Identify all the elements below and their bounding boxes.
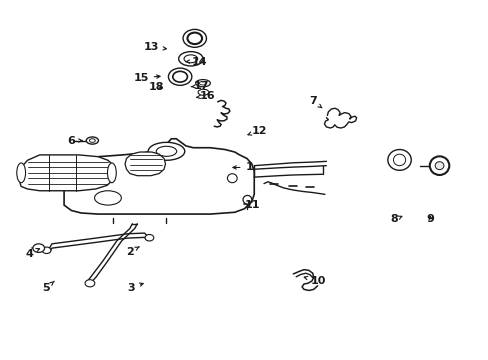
- Text: 15: 15: [133, 73, 160, 83]
- Ellipse shape: [227, 174, 237, 183]
- Text: 3: 3: [127, 283, 143, 293]
- Text: 17: 17: [191, 81, 209, 91]
- Text: 5: 5: [41, 281, 54, 293]
- Ellipse shape: [156, 146, 176, 156]
- Ellipse shape: [434, 162, 443, 170]
- Polygon shape: [19, 155, 115, 191]
- Ellipse shape: [172, 71, 187, 82]
- Text: 8: 8: [390, 215, 401, 224]
- Ellipse shape: [199, 81, 206, 85]
- Text: 1: 1: [232, 162, 253, 172]
- Text: 7: 7: [308, 96, 321, 108]
- Ellipse shape: [387, 149, 410, 170]
- Ellipse shape: [148, 142, 184, 160]
- Text: 11: 11: [244, 200, 260, 210]
- Text: 2: 2: [126, 247, 139, 257]
- Text: 16: 16: [196, 91, 215, 101]
- Text: 9: 9: [426, 215, 434, 224]
- Ellipse shape: [187, 33, 202, 44]
- Text: 12: 12: [247, 126, 266, 135]
- Text: 6: 6: [67, 136, 82, 145]
- Ellipse shape: [183, 30, 206, 47]
- Circle shape: [42, 247, 51, 253]
- Text: 4: 4: [25, 248, 40, 258]
- Text: 14: 14: [185, 57, 207, 67]
- Ellipse shape: [429, 156, 448, 175]
- Polygon shape: [198, 89, 209, 95]
- Ellipse shape: [89, 139, 95, 142]
- Polygon shape: [64, 139, 254, 214]
- Ellipse shape: [195, 80, 210, 87]
- Text: 13: 13: [144, 42, 166, 52]
- Ellipse shape: [183, 55, 197, 63]
- Ellipse shape: [178, 51, 203, 66]
- Ellipse shape: [243, 195, 251, 204]
- Ellipse shape: [86, 137, 98, 144]
- Ellipse shape: [107, 163, 116, 183]
- Ellipse shape: [94, 191, 121, 205]
- Circle shape: [145, 234, 154, 241]
- Text: 10: 10: [304, 276, 325, 286]
- Text: 18: 18: [149, 82, 164, 92]
- Circle shape: [33, 244, 44, 252]
- Ellipse shape: [168, 68, 191, 85]
- Polygon shape: [125, 152, 165, 176]
- Ellipse shape: [393, 154, 405, 166]
- Circle shape: [85, 280, 95, 287]
- Ellipse shape: [17, 163, 25, 183]
